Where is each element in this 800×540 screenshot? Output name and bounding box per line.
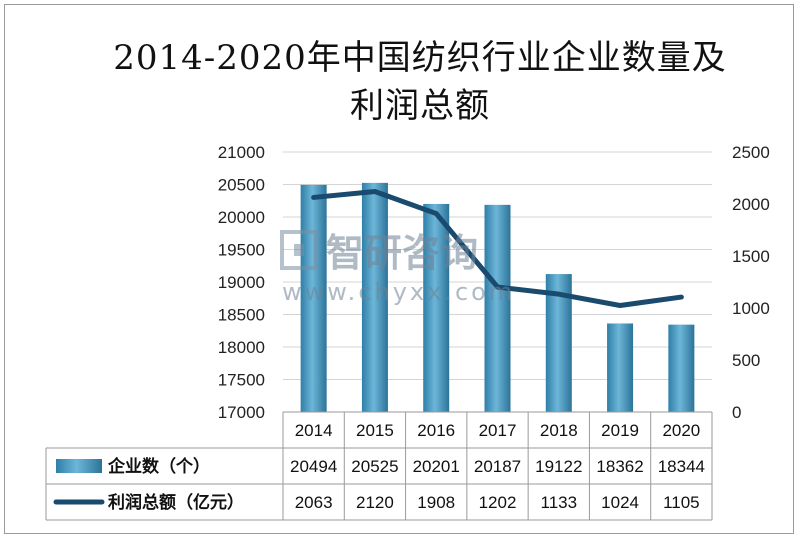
profit-value: 2063 [295,493,333,512]
count-value: 20201 [413,457,460,476]
left-axis-tick: 20500 [218,176,265,195]
bar [607,323,634,412]
bar [484,204,511,412]
left-axis-tick: 17500 [218,371,265,390]
left-axis-tick: 19500 [218,241,265,260]
line-point [496,285,499,289]
category-label: 2015 [356,421,394,440]
watermark-url: www.chyxx.com [282,278,515,306]
chart-frame [4,4,794,534]
legend-label-count: 企业数（个） [107,456,210,477]
profit-value: 1133 [541,493,578,512]
count-value: 20525 [351,457,398,476]
right-axis-tick: 2500 [732,143,770,162]
line-point [434,212,438,216]
profit-value: 1105 [663,493,700,512]
left-axis-tick: 20000 [218,208,265,227]
count-value: 18362 [596,457,643,476]
count-value: 18344 [658,457,705,476]
category-label: 2016 [417,421,455,440]
count-value: 20494 [290,457,337,476]
count-value: 19122 [535,457,582,476]
brand-logo-icon [280,230,318,270]
bar [423,203,450,412]
left-axis-tick: 21000 [218,143,265,162]
watermark: 智研咨询 www.chyxx.com [280,230,515,306]
left-axis-tick: 17000 [218,403,265,422]
category-label: 2014 [295,421,333,440]
left-axis-tick: 18500 [218,306,265,325]
line-point [373,190,377,194]
line-point [618,304,622,308]
bar [300,184,327,412]
left-axis-tick: 18000 [218,338,265,357]
right-axis-tick: 1000 [732,299,770,318]
bar [668,324,695,412]
legend-label-profit: 利润总额（亿元） [108,492,244,513]
bar-series [300,182,695,412]
right-axis-ticks: 0 500 1000 1500 2000 2500 [732,143,770,422]
right-axis-tick: 2000 [732,195,770,214]
watermark-brand: 智研咨询 [326,231,478,275]
count-value: 20187 [474,457,521,476]
left-axis-ticks: 17000 17500 18000 18500 19000 19500 20000 20500… [218,143,265,422]
line-point [679,295,683,299]
right-axis-tick: 1500 [732,247,770,266]
category-label: 2017 [479,421,517,440]
category-label: 2019 [601,421,639,440]
bar [361,182,388,412]
profit-value: 1024 [601,493,639,512]
profit-value: 1908 [417,493,455,512]
line-point [312,195,316,199]
data-table: 2014 2015 2016 2017 2018 2019 2020 企业数（个） 利润总额（亿… [45,411,713,521]
profit-value: 2120 [356,493,394,512]
line-point [557,292,561,296]
line-series [311,189,684,309]
legend-bar-swatch [56,459,102,473]
right-axis-tick: 0 [732,403,741,422]
left-axis-tick: 19000 [218,273,265,292]
right-axis-tick: 500 [732,351,760,370]
chart-title: 2014-2020年中国纺织行业企业数量及利润总额 [113,38,727,126]
profit-value: 1202 [479,493,517,512]
category-label: 2020 [662,421,700,440]
category-label: 2018 [540,421,578,440]
